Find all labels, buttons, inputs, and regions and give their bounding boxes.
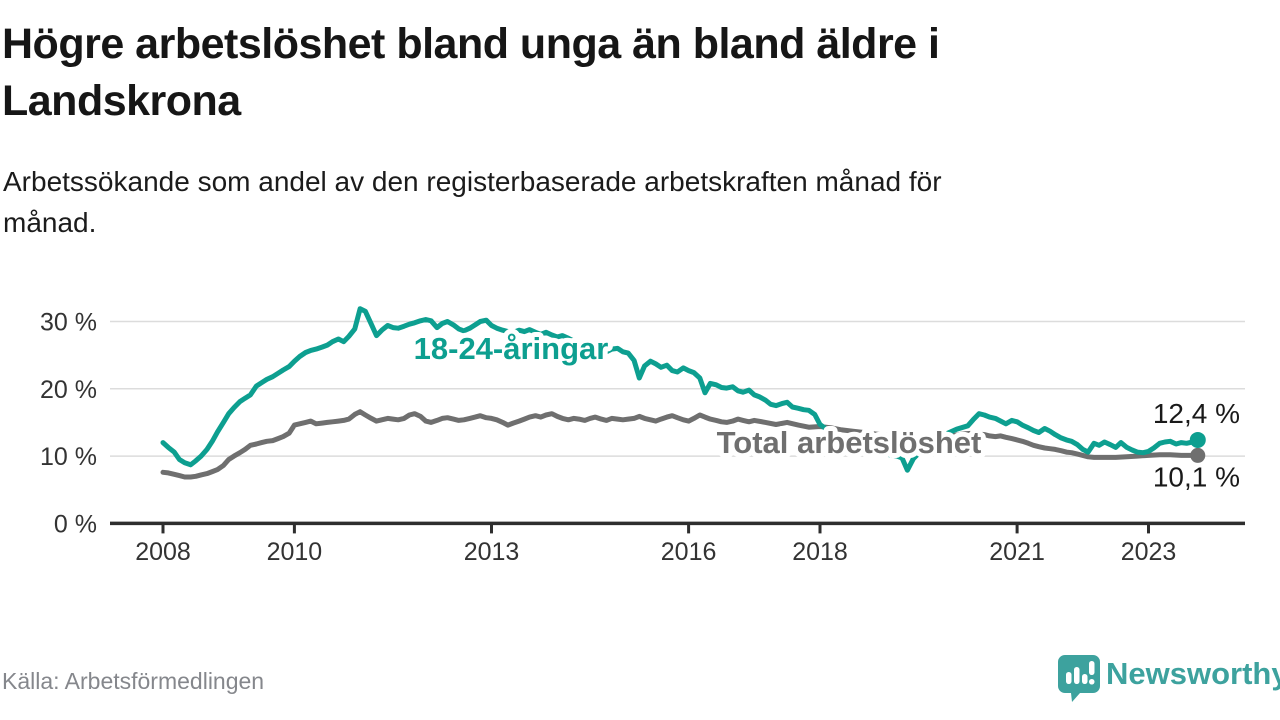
x-tick-label: 2013	[464, 538, 520, 566]
chart-subtitle: Arbetssökande som andel av den registerb…	[3, 161, 1253, 243]
brand-name: Newsworthy	[1106, 656, 1280, 691]
y-tick-label: 10 %	[40, 443, 97, 471]
x-tick-label: 2018	[792, 538, 848, 566]
source-note: Källa: Arbetsförmedlingen	[2, 668, 265, 694]
x-tick-label: 2016	[661, 538, 717, 566]
chart-subtitle-line1: Arbetssökande som andel av den registerb…	[3, 166, 942, 197]
y-tick-label: 30 %	[40, 309, 97, 337]
y-tick-label: 0 %	[54, 510, 97, 538]
end-value-label-total: 10,1 %	[1153, 461, 1240, 492]
series-label-total: Total arbetslöshet	[717, 425, 982, 460]
end-dot-youth	[1189, 431, 1206, 448]
newsworthy-logo-icon	[1058, 655, 1100, 702]
series-label-youth: 18-24-åringar	[414, 331, 609, 366]
logo-bars-icon	[1066, 661, 1095, 685]
page-title-line1: Högre arbetslöshet bland unga än bland ä…	[2, 20, 940, 68]
x-tick-label: 2023	[1121, 538, 1177, 566]
series-line-youth	[160, 306, 1201, 473]
end-value-label-youth: 12,4 %	[1153, 398, 1240, 429]
y-tick-label: 20 %	[40, 376, 97, 404]
x-tick-label: 2021	[989, 538, 1045, 566]
series-line-total	[160, 409, 1201, 480]
page-title-line2: Landskrona	[2, 77, 241, 125]
x-tick-label: 2010	[267, 538, 323, 566]
end-dot-total	[1190, 447, 1206, 463]
chart-subtitle-line2: månad.	[3, 207, 97, 238]
page-title: Högre arbetslöshet bland unga än bland ä…	[2, 16, 1252, 130]
x-tick-label: 2008	[135, 538, 191, 566]
